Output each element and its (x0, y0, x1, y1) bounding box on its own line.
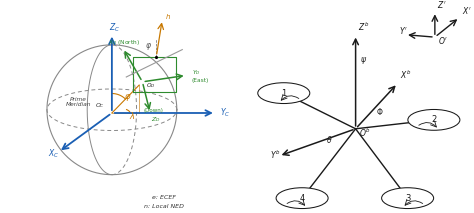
Text: $Z_C$: $Z_C$ (109, 22, 120, 34)
Text: $Y_D$
(East): $Y_D$ (East) (192, 68, 209, 83)
Text: $O'$: $O'$ (438, 35, 448, 46)
Text: $Y^b$: $Y^b$ (270, 148, 281, 161)
Text: $X_D$ (North): $X_D$ (North) (108, 37, 140, 46)
Text: $Z'$: $Z'$ (437, 0, 447, 10)
Text: $Z^b$: $Z^b$ (358, 21, 369, 33)
Text: $Y_C$: $Y_C$ (220, 106, 231, 119)
Text: 1: 1 (281, 89, 286, 98)
Text: $\theta$: $\theta$ (326, 134, 332, 145)
Text: $O_D$: $O_D$ (146, 81, 156, 90)
Text: $h$: $h$ (165, 13, 172, 22)
Ellipse shape (258, 83, 310, 104)
Ellipse shape (382, 188, 434, 209)
Text: $O^b$: $O^b$ (359, 126, 371, 139)
Text: $Z_D$: $Z_D$ (152, 116, 161, 124)
Text: $X_C$: $X_C$ (48, 147, 59, 160)
Text: Prime
Meridian: Prime Meridian (65, 96, 91, 107)
Text: $\Phi$: $\Phi$ (376, 106, 384, 117)
Text: 2: 2 (431, 115, 437, 124)
Text: $X^b$: $X^b$ (400, 69, 411, 81)
Ellipse shape (276, 188, 328, 209)
Text: $Y'$: $Y'$ (399, 25, 408, 36)
Ellipse shape (408, 109, 460, 130)
Text: $\varphi$: $\varphi$ (124, 92, 132, 103)
Text: 4: 4 (300, 194, 305, 203)
Text: (Down): (Down) (144, 108, 164, 113)
Text: $\lambda$: $\lambda$ (129, 111, 135, 121)
Text: e: ECEF: e: ECEF (152, 195, 176, 200)
Text: $X'$: $X'$ (462, 5, 471, 16)
Text: n: Local NED: n: Local NED (144, 204, 184, 209)
Text: $O_C$: $O_C$ (95, 102, 105, 110)
Text: $\varphi$: $\varphi$ (146, 41, 153, 52)
Text: 3: 3 (405, 194, 410, 203)
Text: $\psi$: $\psi$ (360, 55, 367, 66)
